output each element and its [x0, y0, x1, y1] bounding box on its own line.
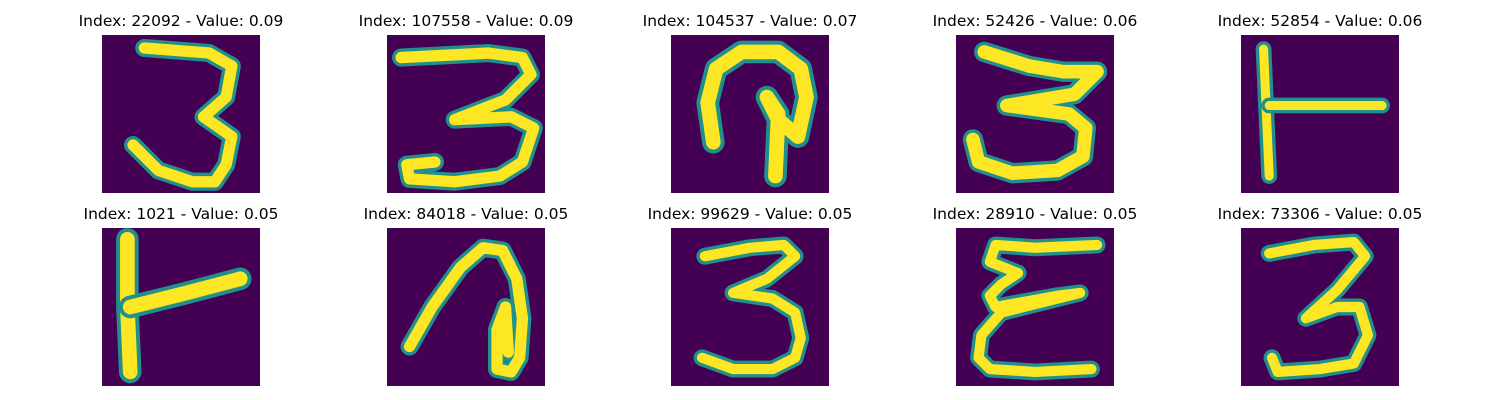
handwritten-3-icon: [1241, 228, 1399, 386]
panel-2: Index: 107558 - Value: 0.09: [326, 12, 606, 193]
handwritten-t-icon: [1241, 35, 1399, 193]
handwritten-t-icon: [102, 228, 260, 386]
handwritten-loop-icon: [671, 35, 829, 193]
panel-title: Index: 84018 - Value: 0.05: [363, 205, 569, 223]
panel-title: Index: 28910 - Value: 0.05: [932, 205, 1138, 223]
handwritten-e-icon: [956, 228, 1114, 386]
panel-title: Index: 99629 - Value: 0.05: [647, 205, 853, 223]
handwritten-3-icon: [956, 35, 1114, 193]
panel-title: Index: 107558 - Value: 0.09: [358, 12, 574, 30]
panel-1: Index: 22092 - Value: 0.09: [41, 12, 321, 193]
panel-title: Index: 52854 - Value: 0.06: [1217, 12, 1423, 30]
panel-8: Index: 99629 - Value: 0.05: [610, 205, 890, 386]
panel-title: Index: 73306 - Value: 0.05: [1217, 205, 1423, 223]
panel-9: Index: 28910 - Value: 0.05: [895, 205, 1175, 386]
panel-title: Index: 22092 - Value: 0.09: [78, 12, 284, 30]
handwritten-3-icon: [671, 228, 829, 386]
handwritten-3-icon: [387, 35, 545, 193]
panel-10: Index: 73306 - Value: 0.05: [1180, 205, 1460, 386]
panel-title: Index: 104537 - Value: 0.07: [642, 12, 858, 30]
panel-4: Index: 52426 - Value: 0.06: [895, 12, 1175, 193]
panel-5: Index: 52854 - Value: 0.06: [1180, 12, 1460, 193]
handwritten-3-icon: [102, 35, 260, 193]
panel-6: Index: 1021 - Value: 0.05: [41, 205, 321, 386]
panel-3: Index: 104537 - Value: 0.07: [610, 12, 890, 193]
panel-7: Index: 84018 - Value: 0.05: [326, 205, 606, 386]
panel-title: Index: 52426 - Value: 0.06: [932, 12, 1138, 30]
panel-title: Index: 1021 - Value: 0.05: [83, 205, 279, 223]
handwritten-7-icon: [387, 228, 545, 386]
